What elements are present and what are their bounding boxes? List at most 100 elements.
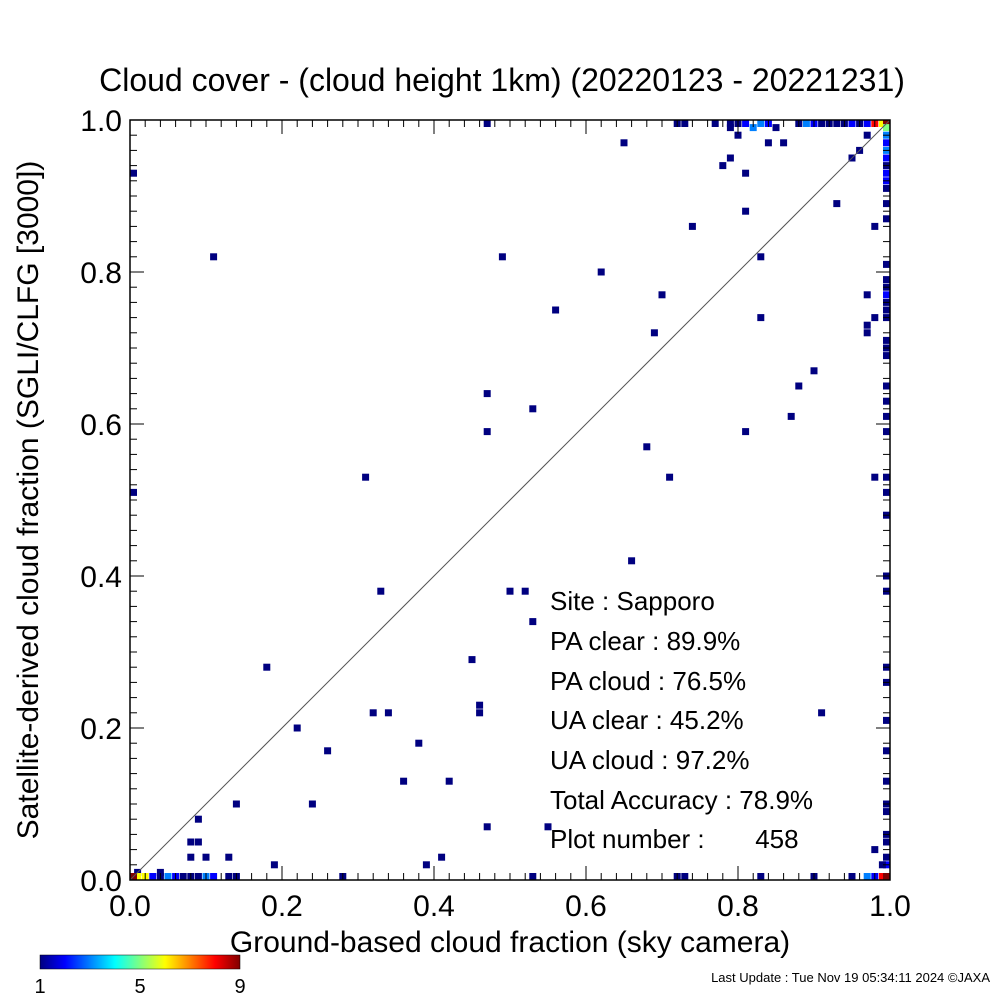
data-point-59	[483, 120, 491, 127]
data-point-126	[883, 154, 890, 162]
x-tick-label-0.0: 0.0	[109, 890, 151, 923]
data-point-9	[742, 207, 750, 215]
data-point-65	[863, 321, 871, 329]
data-point-58	[130, 169, 137, 177]
y-tick-label-0.2: 0.2	[80, 713, 122, 746]
data-point-8	[757, 314, 765, 322]
data-point-112	[863, 120, 871, 127]
y-tick-label-0.4: 0.4	[80, 561, 122, 594]
data-point-131	[883, 200, 890, 208]
data-point-10	[742, 169, 750, 177]
data-point-101	[757, 120, 765, 127]
data-point-108	[833, 120, 841, 127]
y-tick-label-0.0: 0.0	[80, 865, 122, 898]
data-point-14	[833, 200, 841, 208]
data-point-16	[483, 428, 491, 436]
stat-site: Site : Sapporo	[550, 586, 715, 616]
colorbar	[39, 954, 241, 970]
stat-pa-cloud: PA cloud : 76.5%	[550, 666, 746, 696]
stat-pa-clear: PA clear : 89.9%	[550, 626, 740, 656]
y-tick-label-1.0: 1.0	[80, 105, 122, 138]
x-tick-label-0.6: 0.6	[565, 890, 607, 923]
data-point-64	[863, 291, 871, 299]
data-point-163	[878, 861, 886, 869]
data-point-49	[187, 853, 195, 861]
data-point-91	[863, 873, 871, 880]
data-point-18	[643, 443, 651, 451]
chart-title: Cloud cover - (cloud height 1km) (202201…	[99, 62, 905, 98]
data-point-48	[194, 838, 202, 846]
x-tick-label-0.8: 0.8	[717, 890, 759, 923]
y-tick-label-0.6: 0.6	[80, 409, 122, 442]
data-point-0	[210, 253, 218, 261]
data-point-37	[415, 739, 423, 747]
data-point-148	[883, 488, 890, 496]
data-point-77	[681, 873, 689, 880]
data-point-119	[772, 124, 780, 132]
stats-box: Site : Sapporo PA clear : 89.9% PA cloud…	[550, 586, 813, 854]
colorbar-label-5: 5	[134, 976, 145, 998]
data-point-1	[498, 253, 506, 261]
data-point-12	[726, 154, 734, 162]
data-point-122	[883, 124, 890, 132]
x-tick-label-1.0: 1.0	[869, 890, 911, 923]
data-point-97	[711, 120, 719, 127]
data-point-80	[848, 873, 856, 880]
data-point-88	[134, 873, 142, 880]
data-point-2	[597, 268, 605, 276]
data-point-53	[422, 861, 430, 869]
data-point-85	[179, 873, 187, 880]
stat-ua-clear: UA clear : 45.2%	[550, 705, 744, 735]
data-point-7	[757, 253, 765, 261]
data-point-118	[726, 124, 734, 132]
data-point-68	[871, 473, 879, 481]
data-point-132	[883, 215, 890, 223]
data-point-94	[883, 873, 890, 880]
data-point-93	[878, 873, 886, 880]
data-point-130	[883, 184, 890, 192]
data-point-143	[883, 382, 890, 390]
data-point-43	[194, 815, 202, 823]
data-point-27	[506, 587, 514, 595]
data-point-145	[883, 412, 890, 420]
y-axis-label: Satellite-derived cloud fraction (SGLI/C…	[12, 161, 45, 840]
data-point-6	[688, 222, 696, 230]
data-point-75	[194, 873, 202, 880]
data-point-51	[225, 853, 233, 861]
data-point-128	[883, 169, 890, 177]
data-point-124	[883, 139, 890, 147]
data-point-83	[164, 873, 172, 880]
data-point-104	[802, 120, 810, 127]
stat-ua-cloud: UA cloud : 97.2%	[550, 745, 749, 775]
data-point-31	[263, 663, 271, 671]
colorbar-label-9: 9	[234, 976, 245, 998]
data-point-52	[270, 861, 278, 869]
data-point-21	[787, 412, 795, 420]
data-point-81	[149, 873, 157, 880]
data-point-26	[377, 587, 385, 595]
colorbar-label-1: 1	[34, 976, 45, 998]
data-point-5	[650, 329, 658, 337]
data-point-11	[719, 162, 727, 170]
data-point-28	[521, 587, 529, 595]
data-point-30	[468, 656, 476, 664]
data-point-45	[544, 823, 552, 831]
data-point-114	[878, 120, 886, 127]
stat-plot-number: Plot number : 458	[550, 824, 799, 854]
data-point-38	[324, 747, 332, 755]
data-point-63	[871, 222, 879, 230]
data-point-156	[883, 777, 890, 785]
data-point-71	[529, 873, 537, 880]
axis-ticks-layer	[129, 119, 891, 881]
data-point-136	[883, 291, 890, 299]
data-point-133	[883, 260, 890, 268]
data-point-121	[764, 139, 772, 147]
data-point-46	[818, 709, 826, 717]
data-point-13	[620, 139, 628, 147]
data-point-100	[742, 120, 750, 127]
x-tick-label-0.2: 0.2	[261, 890, 303, 923]
stat-total-accuracy: Total Accuracy : 78.9%	[550, 785, 813, 815]
x-tick-label-0.4: 0.4	[413, 890, 455, 923]
data-point-34	[369, 709, 377, 717]
reference-diagonal-line	[129, 119, 891, 881]
